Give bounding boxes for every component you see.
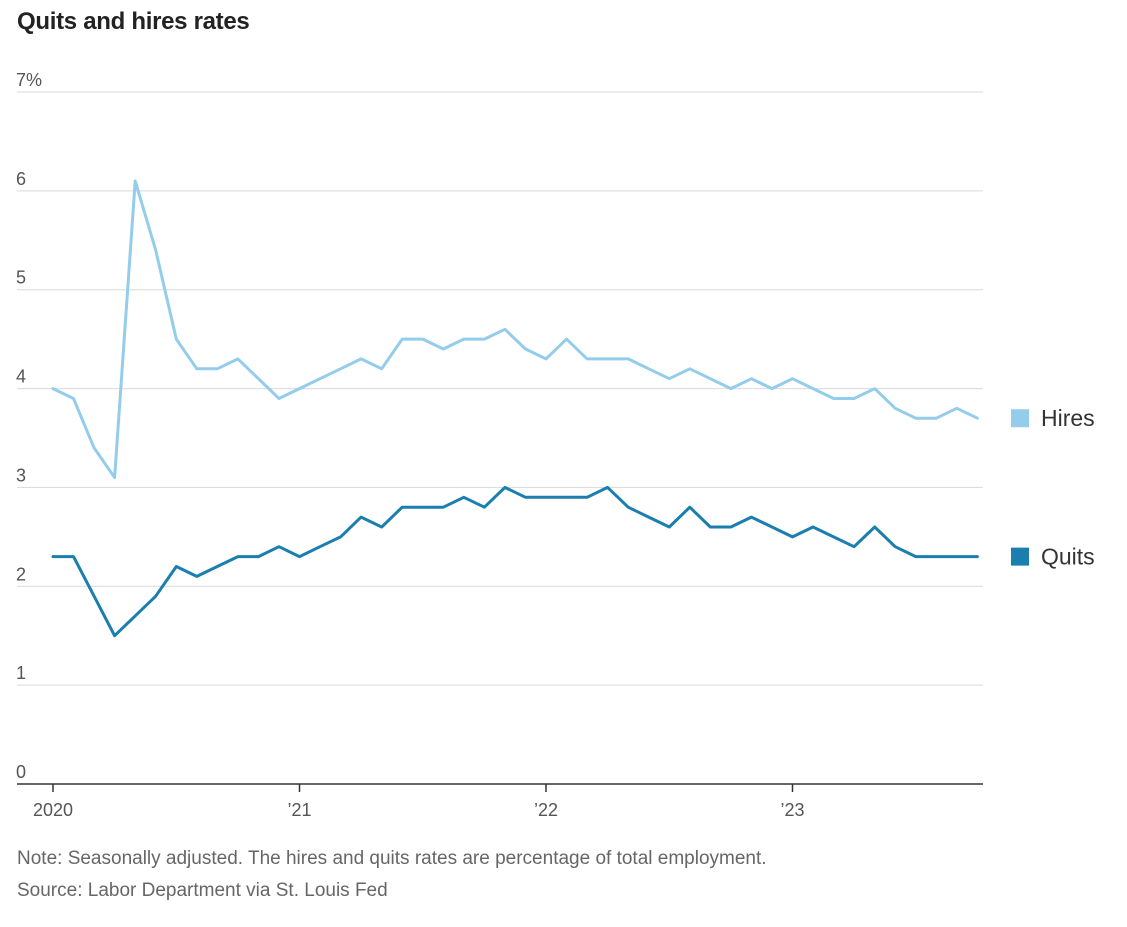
y-tick-label: 1 xyxy=(16,663,26,683)
chart-note: Note: Seasonally adjusted. The hires and… xyxy=(17,848,767,869)
y-tick-label: 7% xyxy=(16,70,42,90)
y-tick-label: 0 xyxy=(16,762,26,782)
quits-legend-swatch xyxy=(1011,547,1029,566)
x-tick-label: ’22 xyxy=(534,800,558,820)
y-tick-label: 2 xyxy=(16,564,26,584)
hires-series-line xyxy=(51,179,979,479)
x-tick-label: ’21 xyxy=(287,800,311,820)
y-tick-label: 6 xyxy=(16,169,26,189)
hires-legend-label: Hires xyxy=(1041,405,1095,431)
quits-series-line xyxy=(51,485,979,638)
hires-legend-swatch xyxy=(1011,409,1029,428)
chart-source: Source: Labor Department via St. Louis F… xyxy=(17,880,388,901)
y-axis-labels: 0 1 2 3 4 5 6 7% xyxy=(16,70,42,782)
legend: Hires Quits xyxy=(1011,405,1095,570)
series-lines xyxy=(51,179,979,638)
x-tick-label: 2020 xyxy=(33,800,73,820)
x-tick-label: ’23 xyxy=(780,800,804,820)
x-axis: 2020 ’21 ’22 ’23 xyxy=(17,783,983,820)
y-tick-label: 3 xyxy=(16,465,26,485)
y-tick-label: 5 xyxy=(16,268,26,288)
y-tick-label: 4 xyxy=(16,367,26,387)
line-chart: 0 1 2 3 4 5 6 7% 2020 ’21 ’22 ’23 Hires Quits xyxy=(16,70,1095,820)
quits-legend-label: Quits xyxy=(1041,544,1095,570)
chart-title: Quits and hires rates xyxy=(17,8,250,35)
gridlines xyxy=(17,91,983,686)
